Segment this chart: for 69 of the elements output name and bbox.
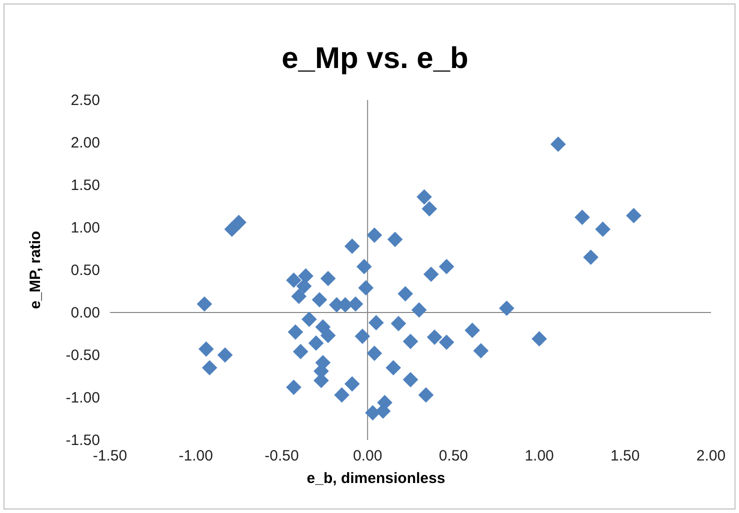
- point: [626, 208, 642, 224]
- y-tick-label: 2.00: [70, 134, 100, 152]
- x-tick-label: 2.00: [696, 448, 726, 465]
- x-tick-label: -1.50: [92, 448, 128, 465]
- point: [438, 258, 454, 274]
- point: [344, 238, 360, 254]
- x-tick-label: 1.50: [610, 448, 640, 465]
- point: [358, 280, 374, 296]
- chart-title: e_Mp vs. e_b: [282, 42, 468, 75]
- point: [202, 360, 218, 376]
- point: [464, 322, 480, 338]
- y-tick-label: 1.00: [70, 219, 100, 236]
- point: [416, 189, 432, 205]
- point: [291, 288, 307, 304]
- point: [574, 210, 590, 225]
- point: [595, 222, 610, 237]
- point: [366, 227, 382, 243]
- y-tick-label: -0.50: [66, 346, 100, 364]
- point: [387, 232, 403, 248]
- point: [217, 347, 233, 363]
- point: [334, 387, 350, 403]
- point: [354, 328, 370, 344]
- point: [315, 319, 331, 335]
- point: [286, 380, 302, 395]
- y-tick-label: -1.00: [66, 389, 100, 406]
- point: [320, 270, 336, 286]
- point: [320, 328, 336, 344]
- point: [302, 312, 317, 327]
- x-tick-label: 1.00: [524, 448, 554, 465]
- y-tick-label: 1.50: [70, 176, 100, 194]
- point: [398, 286, 414, 302]
- point: [550, 136, 566, 152]
- x-axis-title: e_b, dimensionless: [306, 470, 446, 487]
- point: [292, 344, 308, 360]
- point: [296, 278, 312, 294]
- point: [288, 324, 304, 340]
- point: [286, 272, 302, 288]
- point: [344, 376, 360, 392]
- point: [583, 250, 598, 265]
- x-tick-label: 0.50: [438, 448, 468, 465]
- point: [426, 329, 442, 345]
- point: [231, 214, 246, 230]
- point: [532, 331, 547, 347]
- point: [366, 346, 382, 361]
- point: [438, 334, 454, 350]
- point: [368, 315, 384, 330]
- point: [498, 300, 514, 316]
- y-tick-label: 2.50: [70, 92, 100, 109]
- x-tick-label: -1.00: [178, 448, 213, 465]
- point: [423, 266, 439, 282]
- point: [356, 258, 372, 274]
- point: [402, 334, 418, 350]
- point: [418, 387, 434, 403]
- y-tick-label: 0.00: [70, 304, 100, 322]
- y-axis-title: e_MP, ratio: [27, 230, 44, 310]
- point: [312, 292, 328, 308]
- y-tick-label: -1.50: [66, 432, 100, 449]
- y-tick-label: 0.50: [70, 262, 100, 279]
- point: [402, 372, 418, 388]
- point: [390, 316, 406, 332]
- point: [196, 296, 212, 312]
- point: [198, 341, 214, 357]
- point: [411, 302, 427, 318]
- point: [473, 343, 489, 358]
- point: [308, 335, 324, 351]
- point: [386, 360, 401, 376]
- x-tick-label: -0.50: [264, 448, 299, 465]
- point: [422, 201, 438, 216]
- x-tick-label: 0.00: [352, 448, 382, 465]
